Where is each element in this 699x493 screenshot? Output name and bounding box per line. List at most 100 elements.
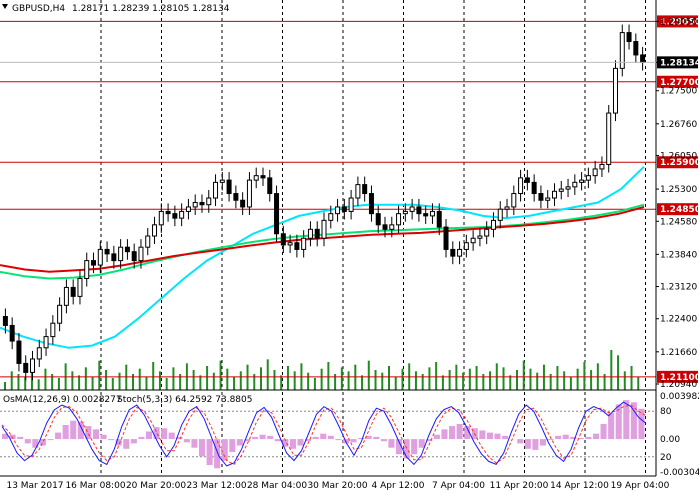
volume-bar [401,368,404,390]
candle-bull [389,224,395,230]
level-label: 1.27700 [657,75,699,88]
volume-bar [509,375,512,390]
volume-bar [71,371,74,390]
level-label: 1.25900 [657,156,699,169]
osma-bar [615,404,622,440]
osma-bar [335,439,342,441]
time-tick-label: 20 Mar 20:00 [126,481,186,491]
volume-bar [24,376,27,390]
volume-bar [367,360,370,390]
volume-bar [583,362,586,390]
volume-bar [502,367,505,390]
candle-bull [545,197,551,201]
volume-bar [212,372,215,390]
volume-bar [462,372,465,390]
volume-bar [253,374,256,390]
osma-bar [39,439,46,446]
volume-bar [286,366,289,390]
volume-bar [637,376,640,390]
osma-bar [456,423,463,440]
horizontal-levels[interactable]: 1.29050 1.27700 1.25900 1.24850 1.21100 [0,15,699,383]
osma-bar [365,435,372,440]
volume-bar [435,362,438,390]
osma-bar [123,439,130,449]
osma-bar [312,436,319,440]
candle-bull [253,175,259,181]
volume-bar [145,376,148,390]
candle-bear [274,193,280,235]
candle-bear [165,210,171,215]
current-price-label: 1.28134 [660,58,699,68]
osma-bar [433,434,440,440]
candle-bear [368,193,374,215]
candle-bull [63,286,69,306]
price-tick-label: 1.25300 [660,185,697,195]
volume-bar [57,378,60,390]
candle-bull [57,304,63,324]
time-tick-label: 13 Mar 2017 [6,481,63,491]
osma-bar [638,408,645,440]
osma-bar [32,439,39,448]
osma-bar [100,434,107,440]
candle-bear [280,233,286,246]
candle-bull [470,237,476,244]
level-label-box [657,75,698,88]
volume-bar [44,368,47,390]
candle-bear [124,246,130,253]
volume-bar [421,374,424,390]
volume-bar [226,368,229,390]
candle-bear [362,184,368,195]
candle-bear [626,32,632,43]
osma-bar [327,435,334,440]
volume-bar [414,371,417,390]
volume-bar [428,367,431,390]
osma-bar [623,400,630,440]
osma-bar [411,439,418,455]
candle-bull [158,210,164,226]
candle-bear [633,41,639,56]
osma-bar [108,439,115,441]
osma-bar [297,439,304,446]
volume-bar [482,374,485,390]
volume-bar [394,376,397,390]
osma-bar [592,433,600,440]
osma-bar [600,423,607,440]
stoch-main-line [1,401,647,467]
osma-bar [479,430,486,440]
candle-bull [599,163,605,170]
candle-bear [416,206,422,215]
candle-bull [192,201,198,208]
osma-bar [502,435,509,440]
level-label-text: 1.25900 [660,158,699,168]
volume-bar [37,379,40,390]
candle-bull [592,168,598,177]
candle-bull [97,248,103,266]
volume-bar [118,372,121,390]
candle-bull [50,322,56,338]
level-label-box [657,370,698,383]
candle-bull [77,277,83,297]
volume-bar [78,375,81,390]
candle-bear [131,251,137,262]
price-tick-label: 1.27500 [660,87,697,97]
volume-bar [522,360,525,390]
volume-bar [138,368,141,390]
candle-bear [436,210,442,228]
volume-bar [347,371,350,390]
candle-bear [70,286,76,297]
volume-bar [4,382,6,390]
candle-bull [497,208,503,221]
osma-bar [388,439,395,448]
volume-bar [165,378,168,390]
osma-bar [17,436,24,440]
price-tick-label: 1.29050 [660,17,697,27]
candle-bear [423,213,429,217]
osma-bar [555,435,562,440]
price-tick-label: 1.24580 [660,217,697,227]
candle-bear [538,193,544,201]
candle-bear [294,242,300,250]
volume-bar [340,367,343,390]
volume-bar [273,370,276,390]
